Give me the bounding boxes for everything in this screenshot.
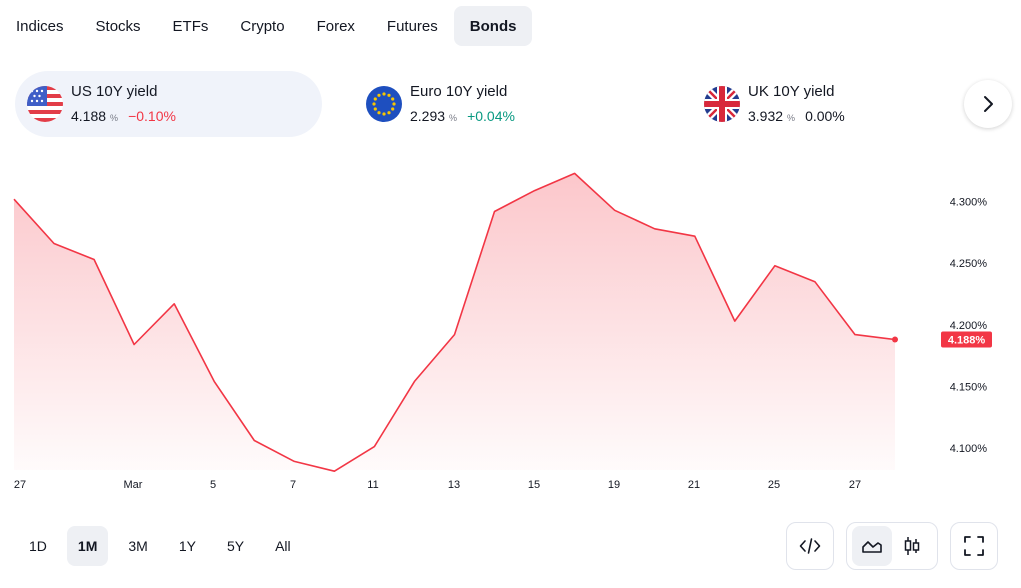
x-tick-label: 19 bbox=[608, 479, 620, 491]
fullscreen-button[interactable] bbox=[950, 522, 998, 570]
area-chart-icon bbox=[862, 541, 882, 553]
range-all[interactable]: All bbox=[275, 538, 291, 554]
symbol-value: 4.188 bbox=[71, 107, 107, 124]
symbol-value: 2.293 bbox=[410, 107, 446, 124]
uk-flag-icon bbox=[704, 86, 740, 122]
range-1m[interactable]: 1M bbox=[66, 526, 109, 566]
y-tick-label: 4.100% bbox=[950, 443, 988, 455]
symbol-unit: % bbox=[787, 112, 796, 123]
y-tick-label: 4.150% bbox=[950, 381, 988, 393]
range-1d[interactable]: 1D bbox=[29, 538, 47, 554]
range-selector: 1D 1M 3M 1Y 5Y All bbox=[18, 526, 311, 566]
last-point-marker bbox=[892, 336, 898, 343]
range-5y[interactable]: 5Y bbox=[226, 538, 245, 554]
code-icon bbox=[799, 538, 821, 554]
chevron-right-icon bbox=[984, 96, 993, 112]
symbol-card-us10y[interactable]: US 10Y yield 4.188 % −0.10% bbox=[15, 71, 322, 137]
y-tick-label: 4.300% bbox=[950, 197, 988, 209]
next-symbols-button[interactable] bbox=[964, 80, 1012, 128]
range-3m[interactable]: 3M bbox=[128, 538, 148, 554]
symbol-change: +0.04% bbox=[467, 107, 515, 124]
x-tick-label: 13 bbox=[448, 479, 460, 491]
last-value-label: 4.188% bbox=[948, 335, 986, 347]
candlestick-icon bbox=[904, 537, 920, 555]
y-tick-label: 4.250% bbox=[950, 258, 988, 270]
fullscreen-icon bbox=[964, 536, 984, 556]
x-tick-label: 27 bbox=[14, 479, 26, 491]
x-tick-label: 5 bbox=[210, 479, 216, 491]
area-fill bbox=[14, 173, 895, 472]
tab-etfs[interactable]: ETFs bbox=[172, 17, 209, 35]
embed-button[interactable] bbox=[786, 522, 834, 570]
chart-style-toggle bbox=[846, 522, 938, 570]
y-tick-label: 4.200% bbox=[950, 320, 988, 332]
last-value-badge bbox=[941, 331, 992, 348]
tab-indices[interactable]: Indices bbox=[16, 17, 64, 35]
range-1y[interactable]: 1Y bbox=[178, 538, 196, 554]
x-tick-label: 11 bbox=[367, 479, 378, 491]
symbol-value: 3.932 bbox=[748, 107, 784, 124]
symbol-unit: % bbox=[110, 112, 119, 123]
series-line bbox=[13, 172, 896, 472]
x-tick-label: 15 bbox=[528, 479, 540, 491]
x-tick-label: 7 bbox=[290, 479, 296, 491]
eu-flag-icon bbox=[366, 86, 402, 122]
candles-style-button[interactable] bbox=[892, 526, 932, 566]
symbol-unit: % bbox=[449, 112, 458, 123]
tab-forex[interactable]: Forex bbox=[316, 17, 355, 35]
x-tick-label: Mar bbox=[124, 479, 143, 491]
tab-crypto[interactable]: Crypto bbox=[240, 17, 285, 35]
symbol-cards: US 10Y yield 4.188 % −0.10% Euro 10Y yie… bbox=[15, 71, 955, 137]
tab-bonds[interactable]: Bonds bbox=[453, 6, 533, 46]
symbol-change: 0.00% bbox=[805, 107, 845, 124]
area-style-button[interactable] bbox=[852, 526, 892, 566]
x-tick-label: 21 bbox=[688, 479, 700, 491]
x-tick-label: 25 bbox=[768, 479, 780, 491]
symbol-name: US 10Y yield bbox=[71, 82, 158, 100]
symbol-change: −0.10% bbox=[128, 107, 176, 124]
symbol-card-uk10y[interactable]: UK 10Y yield 3.932 % 0.00% bbox=[692, 71, 955, 137]
symbol-card-euro10y[interactable]: Euro 10Y yield 2.293 % +0.04% bbox=[354, 71, 654, 137]
us-flag-icon bbox=[27, 86, 63, 122]
tab-stocks[interactable]: Stocks bbox=[95, 17, 141, 35]
symbol-name: UK 10Y yield bbox=[748, 82, 835, 100]
symbol-name: Euro 10Y yield bbox=[410, 82, 508, 100]
x-tick-label: 27 bbox=[849, 479, 861, 491]
yield-chart[interactable]: 4.300% 4.250% 4.200% 4.150% 4.100% 27 Mar 5 7 11… bbox=[0, 150, 1021, 500]
market-tabs: Indices Stocks ETFs Crypto Forex Futures… bbox=[0, 6, 533, 46]
tab-futures[interactable]: Futures bbox=[386, 17, 438, 35]
